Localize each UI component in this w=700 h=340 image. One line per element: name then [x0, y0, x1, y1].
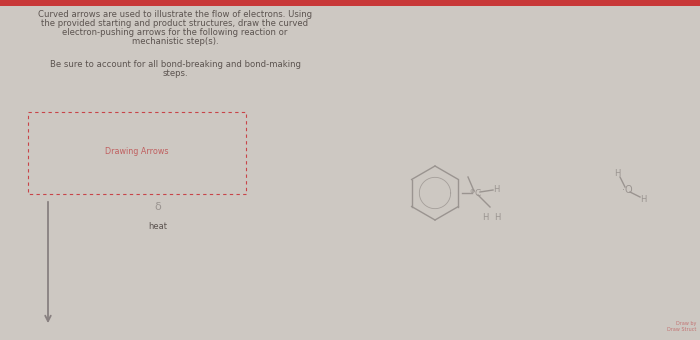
- Text: electron-pushing arrows for the following reaction or: electron-pushing arrows for the followin…: [62, 28, 288, 37]
- Text: Be sure to account for all bond-breaking and bond-making: Be sure to account for all bond-breaking…: [50, 60, 300, 69]
- Bar: [28, 112, 246, 194]
- Text: H: H: [614, 169, 620, 177]
- Text: mechanistic step(s).: mechanistic step(s).: [132, 37, 218, 46]
- Text: the provided starting and product structures, draw the curved: the provided starting and product struct…: [41, 19, 309, 28]
- Text: ·O: ·O: [622, 185, 632, 195]
- Bar: [0, 0, 700, 6]
- Text: $^{\oplus}$C: $^{\oplus}$C: [469, 187, 483, 199]
- Text: steps.: steps.: [162, 69, 188, 78]
- Text: H: H: [494, 214, 500, 222]
- Text: Draw by
Draw Struct: Draw by Draw Struct: [666, 321, 696, 332]
- Text: H: H: [482, 214, 488, 222]
- Text: H: H: [640, 195, 646, 204]
- Text: heat: heat: [148, 222, 167, 231]
- Text: Drawing Arrows: Drawing Arrows: [105, 147, 169, 155]
- Text: δ: δ: [155, 202, 162, 212]
- Text: Curved arrows are used to illustrate the flow of electrons. Using: Curved arrows are used to illustrate the…: [38, 10, 312, 19]
- Text: H: H: [493, 186, 499, 194]
